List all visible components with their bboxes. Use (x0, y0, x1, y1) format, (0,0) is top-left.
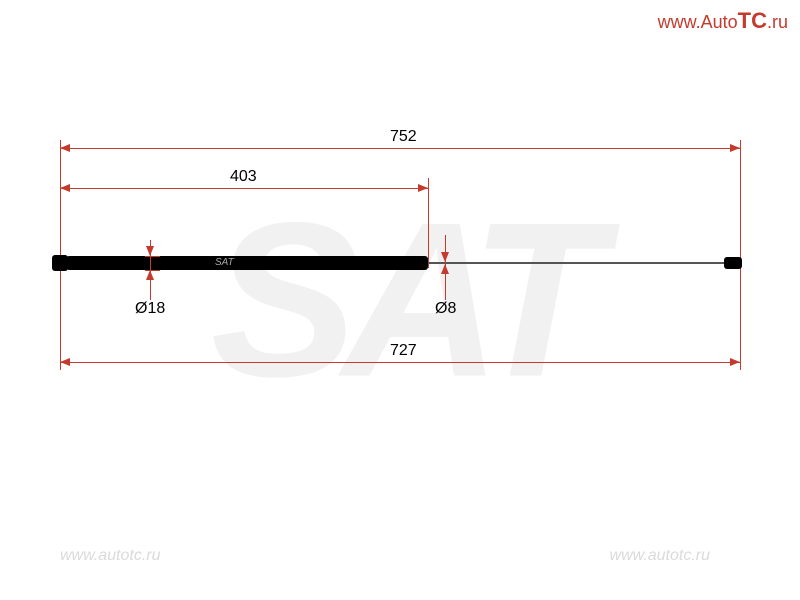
dim-arrow-727-right (730, 358, 740, 366)
ext-dia18-top (145, 256, 160, 257)
ext-line-body-end (428, 178, 429, 268)
dim-label-752: 752 (390, 128, 417, 146)
dim-arrow-403-left (60, 184, 70, 192)
ext-line-right (740, 140, 741, 370)
technical-diagram: 752 403 SAT Ø18 Ø8 727 (50, 140, 750, 420)
watermark-small-1: www.autotc.ru (610, 547, 710, 565)
dim-arrow-752-right (730, 144, 740, 152)
url-prefix: www.Auto (658, 12, 738, 32)
strut-brand-label: SAT (215, 257, 234, 268)
dim-line-403 (60, 188, 428, 189)
dim-arrow-727-left (60, 358, 70, 366)
watermark-url: www.AutoTC.ru (658, 8, 788, 34)
dim-arrow-403-right (418, 184, 428, 192)
url-suffix: .ru (767, 12, 788, 32)
strut-rod (428, 262, 724, 264)
dim-line-727 (60, 362, 740, 363)
dim-label-dia18: Ø18 (135, 300, 165, 318)
dim-dia18-arrow-bot (146, 270, 154, 280)
strut-right-cap (724, 257, 742, 269)
dim-dia8-arrow-bot (441, 264, 449, 274)
dim-arrow-752-left (60, 144, 70, 152)
strut-body (66, 256, 428, 270)
dim-label-dia8: Ø8 (435, 300, 456, 318)
dim-dia8-arrow-top (441, 252, 449, 262)
dim-line-752 (60, 148, 740, 149)
url-tc: TC (738, 8, 767, 33)
watermark-small-2: www.autotc.ru (60, 547, 160, 565)
dim-dia18-arrow-top (146, 246, 154, 256)
dim-label-727: 727 (390, 342, 417, 360)
dim-label-403: 403 (230, 168, 257, 186)
